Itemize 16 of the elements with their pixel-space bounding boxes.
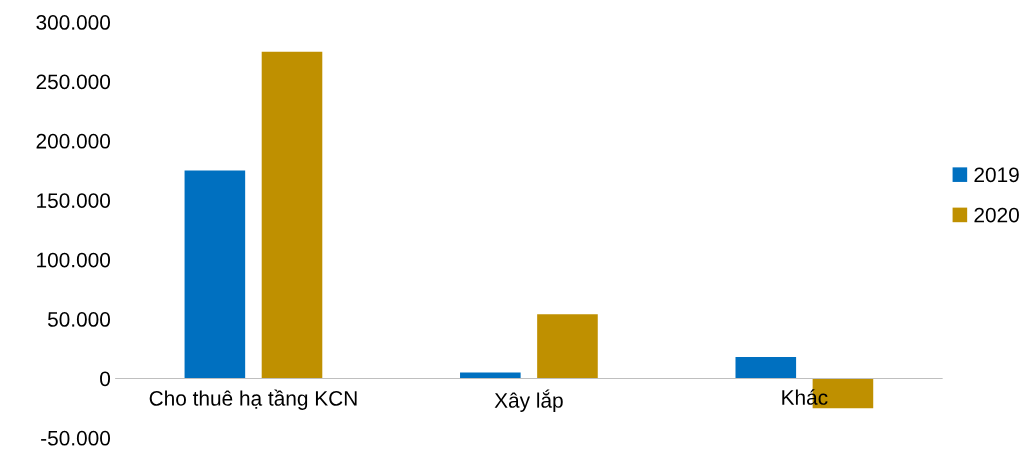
bar	[261, 51, 323, 379]
y-tick-label: -50.000	[41, 430, 111, 446]
legend-label: 2020	[974, 207, 1019, 223]
bar	[184, 170, 246, 379]
x-tick-label: Xây lắp	[494, 389, 563, 412]
x-tick-label: Cho thuê hạ tầng KCN	[149, 389, 357, 410]
bar	[537, 314, 598, 379]
y-tick-label: 50.000	[47, 312, 111, 327]
legend-label: 2019	[974, 167, 1019, 183]
bar	[735, 357, 797, 379]
y-tick-label: 150.000	[37, 193, 111, 208]
y-tick-label: 100.000	[37, 252, 111, 268]
y-tick-label: 300.000	[36, 15, 111, 30]
y-tick-label: 200.000	[36, 133, 111, 149]
y-tick-label: 0	[100, 371, 111, 387]
y-tick-label: 250.000	[36, 74, 111, 90]
